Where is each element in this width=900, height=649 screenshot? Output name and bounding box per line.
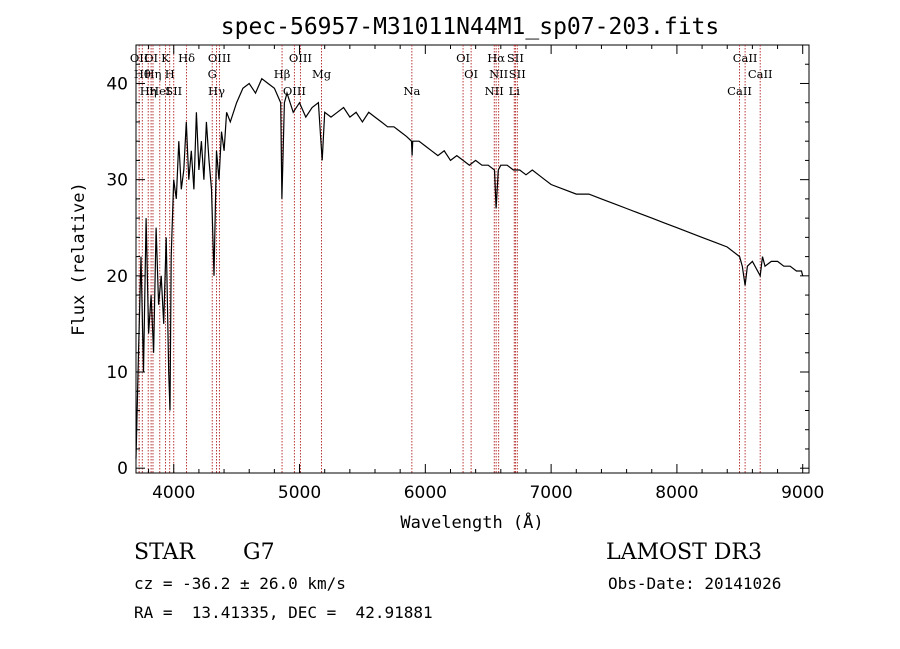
object-subclass: G7 [243, 540, 275, 565]
survey-name: LAMOST DR3 [606, 540, 762, 565]
line-marker-label: OIII [283, 84, 306, 98]
spectrum-series-line [135, 77, 804, 459]
line-marker-label: NII [489, 67, 508, 81]
line-marker-label: CaII [748, 67, 773, 81]
line-marker-label: SII [507, 51, 524, 65]
line-marker-label: OI [456, 51, 470, 65]
line-marker-label: OII [130, 51, 149, 65]
line-marker-label: OIII [208, 51, 231, 65]
line-marker-labels: OIIHθHηOIHηHeIKHSIIHδGHγOIIIHβOIIIOIIIMg… [130, 51, 773, 98]
y-tick-label: 0 [117, 459, 128, 479]
line-marker-label: Hγ [208, 84, 225, 98]
x-tick-label: 7000 [529, 483, 572, 503]
line-marker-label: CaII [733, 51, 758, 65]
line-marker-label: Hη [140, 84, 157, 98]
line-marker-label: NII [485, 84, 504, 98]
line-marker-label: SII [165, 84, 182, 98]
line-marker-label: Hη [145, 67, 162, 81]
y-tick-label: 30 [106, 171, 128, 191]
line-marker-label: Hβ [274, 67, 291, 81]
line-marker-label: Hθ [134, 67, 151, 81]
axis-ticks: 4000 5000 6000 7000 8000 9000 0 10 20 30 40 [106, 44, 824, 503]
line-marker-label: Na [403, 84, 420, 98]
line-marker-label: Hα [487, 51, 505, 65]
line-marker-label: Hδ [178, 51, 195, 65]
line-marker-label: CaII [727, 84, 752, 98]
x-tick-label: 5000 [278, 483, 321, 503]
coordinates: RA = 13.41335, DEC = 42.91881 [134, 603, 433, 622]
line-marker-label: K [161, 51, 170, 65]
redshift-velocity: cz = -36.2 ± 26.0 km/s [134, 574, 346, 593]
y-tick-label: 20 [106, 267, 128, 287]
y-tick-label: 10 [106, 363, 128, 383]
line-markers [138, 45, 761, 473]
line-marker-label: OI [144, 51, 158, 65]
line-marker-label: OI [464, 67, 478, 81]
line-marker-label: H [165, 67, 175, 81]
y-tick-label: 40 [106, 74, 128, 94]
chart-title: spec-56957-M31011N44M1_sp07-203.fits [221, 14, 720, 40]
x-axis-label: Wavelength (Å) [400, 511, 543, 533]
x-tick-label: 9000 [781, 483, 824, 503]
x-tick-label: 8000 [655, 483, 698, 503]
x-tick-label: 4000 [152, 483, 195, 503]
line-marker-label: Mg [312, 67, 332, 81]
line-marker-label: Li [509, 84, 521, 98]
y-axis-label: Flux (relative) [69, 182, 89, 336]
line-marker-label: G [208, 67, 217, 81]
line-marker-label: OIII [289, 51, 312, 65]
object-class: STAR [134, 540, 195, 565]
observation-date: Obs-Date: 20141026 [608, 574, 782, 593]
plot-frame [135, 44, 810, 474]
x-tick-label: 6000 [404, 483, 447, 503]
line-marker-label: SII [509, 67, 526, 81]
line-marker-label: HeI [149, 84, 170, 98]
